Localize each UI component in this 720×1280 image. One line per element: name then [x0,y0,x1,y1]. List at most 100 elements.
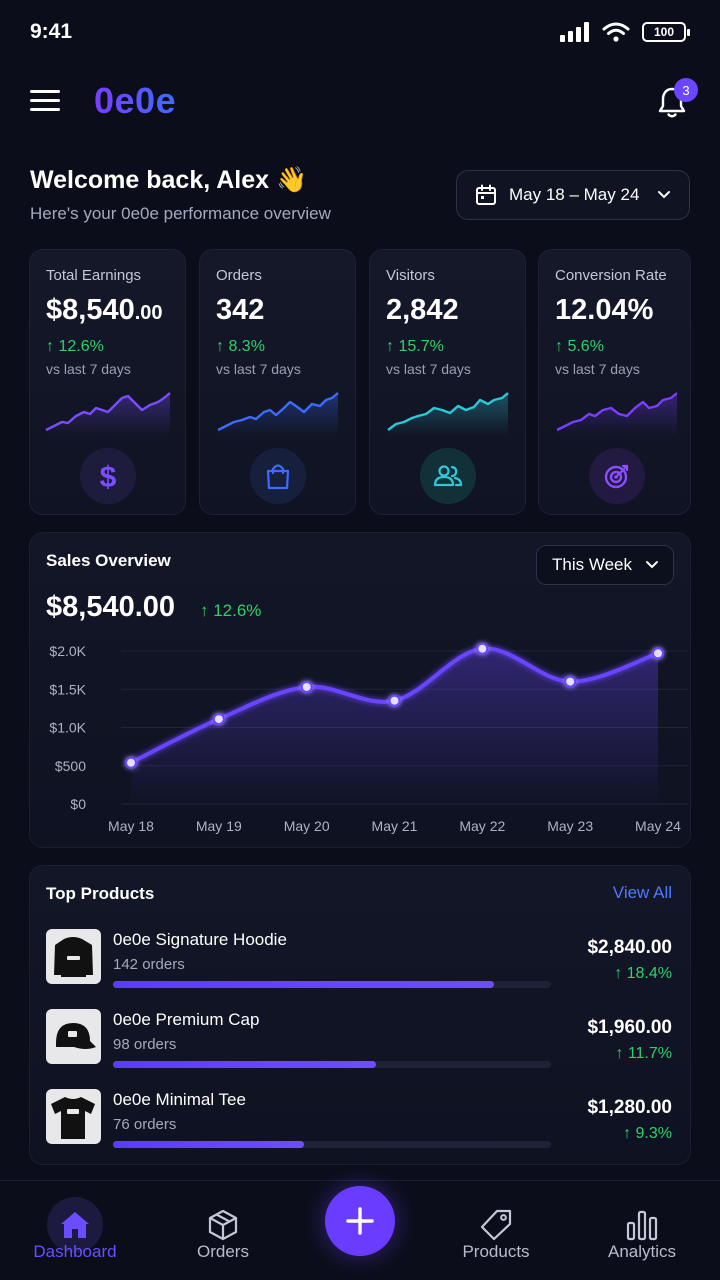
top-products-title: Top Products [46,884,155,903]
stat-value: 12.04% [555,294,653,327]
stat-value-cents: .00 [134,302,163,324]
data-point [564,675,577,688]
product-orders: 142 orders [113,956,185,973]
calendar-icon [476,184,496,205]
stat-card-orders[interactable]: Orders 342 ↑ 8.3% vs last 7 days [199,249,356,515]
welcome-subtitle: Here's your 0e0e performance overview [30,204,331,223]
progress-fill [113,1061,376,1068]
x-tick-label: May 23 [547,818,593,834]
data-point [212,713,225,726]
notification-badge: 3 [674,78,698,102]
product-name: 0e0e Premium Cap [113,1010,260,1029]
svg-text:$: $ [100,461,117,491]
product-row[interactable]: 0e0e Premium Cap 98 orders $1,960.00 ↑ 1… [30,1009,692,1081]
product-orders: 98 orders [113,1036,177,1053]
y-tick-label: $2.0K [49,643,86,659]
stat-value: $8,540.00 [46,294,163,327]
stat-value-main: 342 [216,294,265,326]
chevron-down-icon [646,561,658,569]
progress-fill [113,981,495,988]
product-change: ↑ 11.7% [615,1045,672,1062]
top-products-card: Top Products View All 0e0e Signature Hoo… [29,865,691,1165]
product-row[interactable]: 0e0e Minimal Tee 76 orders $1,280.00 ↑ 9… [30,1089,692,1161]
stat-value-main: 2,842 [386,294,459,326]
sales-overview-title: Sales Overview [46,551,171,570]
plus-icon [346,1207,374,1235]
product-progress [113,1061,551,1068]
data-point [652,647,664,660]
sales-line-chart: $0 $500 $1.0K $1.5K $2.0K May 18 May 19 May 20 M… [49,642,688,834]
stat-comparison: vs last 7 days [46,361,131,377]
shopping-bag-icon [250,448,306,504]
stat-card-visitors[interactable]: Visitors 2,842 ↑ 15.7% vs last 7 days [369,249,526,515]
product-change: ↑ 18.4% [614,965,672,982]
stat-change: ↑ 12.6% [46,338,104,355]
product-revenue: $1,280.00 [587,1097,672,1118]
y-tick-label: $0 [70,796,86,812]
nav-item-products[interactable]: Products [426,1181,566,1280]
dollar-icon: $ [80,448,136,504]
nav-label: Orders [197,1242,249,1261]
product-change: ↑ 9.3% [623,1125,672,1142]
y-tick-label: $500 [55,758,86,774]
chevron-down-icon [658,191,670,199]
nav-item-analytics[interactable]: Analytics [572,1181,712,1280]
stat-change: ↑ 15.7% [386,338,444,355]
nav-item-dashboard[interactable]: Dashboard [5,1181,145,1280]
signal-icon [560,22,589,42]
box-icon [195,1197,251,1253]
view-all-link[interactable]: View All [612,883,672,902]
sparkline [45,392,171,436]
sparkline [556,392,678,436]
nav-item-orders[interactable]: Orders [153,1181,293,1280]
sales-change: ↑ 12.6% [200,601,262,620]
sales-total: $8,540.00 [46,591,176,623]
wifi-icon [602,22,630,42]
stat-label: Visitors [386,267,435,284]
add-button[interactable] [325,1186,395,1256]
product-progress [113,1141,551,1148]
stat-change: ↑ 8.3% [216,338,265,355]
battery-icon: 100 [642,22,690,42]
stat-value-main: $8,540 [46,294,135,326]
nav-label: Products [462,1242,530,1261]
period-select[interactable]: This Week [536,545,674,585]
product-name: 0e0e Minimal Tee [113,1090,246,1109]
stat-card-earnings[interactable]: Total Earnings $8,540.00 ↑ 12.6% vs last… [29,249,186,515]
product-progress [113,981,551,988]
stat-card-conversion[interactable]: Conversion Rate 12.04% ↑ 5.6% vs last 7 … [538,249,691,515]
data-point [388,694,401,707]
sparkline [217,392,339,436]
stat-value-main: 12.04% [555,294,654,326]
tag-icon [468,1197,524,1253]
status-icons: 100 [560,22,690,42]
y-tick-label: $1.0K [49,720,86,736]
welcome-title: Welcome back, Alex 👋 [30,166,308,194]
progress-fill [113,1141,304,1148]
menu-icon [30,90,60,93]
sparkline [387,392,509,436]
product-orders: 76 orders [113,1116,177,1133]
home-icon [47,1197,103,1253]
x-tick-label: May 18 [108,818,154,834]
product-image [46,929,101,984]
stat-comparison: vs last 7 days [216,361,301,377]
status-bar: 9:41 100 [0,0,720,64]
menu-icon-line [30,99,60,102]
bar-chart-icon [614,1197,670,1253]
x-tick-label: May 20 [284,818,330,834]
y-tick-label: $1.5K [49,681,86,697]
stat-label: Total Earnings [46,267,142,284]
period-select-label: This Week [552,555,632,574]
date-range-picker[interactable]: May 18 – May 24 [456,170,690,220]
product-row[interactable]: 0e0e Signature Hoodie 142 orders $2,840.… [30,929,692,1001]
data-point [125,756,137,769]
sales-overview-card: Sales Overview This Week $8,540.00 ↑ 12.… [29,532,691,848]
data-point [300,680,313,693]
menu-button[interactable] [30,88,60,114]
app-header: 0e0e [0,70,720,132]
area-fill [131,648,658,804]
users-icon [420,448,476,504]
x-tick-label: May 21 [372,818,418,834]
app-logo: 0e0e [94,80,177,121]
